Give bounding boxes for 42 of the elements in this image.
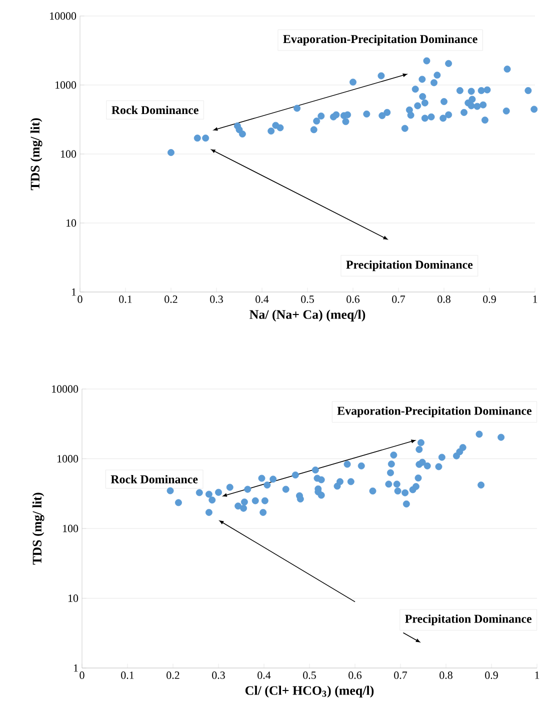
x-tick-label: 0.7	[392, 296, 406, 303]
y-tick-label: 10	[66, 219, 76, 227]
x-tick-label: 0.4	[256, 296, 269, 303]
x-tick-label: 0.4	[258, 672, 271, 679]
y-tick-label: 100	[63, 524, 78, 532]
x-tick-label: 0.7	[394, 672, 408, 679]
y-tick-label: 1	[74, 664, 78, 672]
x-tick-label: 1	[533, 296, 538, 303]
annotation: Rock Dominance	[112, 106, 198, 114]
y-tick-label: 1000	[58, 455, 78, 462]
x-tick-label: 0	[80, 672, 84, 679]
x-tick-label: 0.8	[440, 672, 452, 679]
x-tick-label: 0.6	[346, 296, 360, 303]
x-axis-title: Cl/ (Cl+ HCO$_{3}$) (meq/l)	[245, 686, 374, 698]
y-tick-label: 1	[72, 288, 76, 296]
annotation: Evaporation-Precipitation Dominance	[337, 406, 532, 418]
y-tick-label: 1000	[56, 81, 76, 89]
annotation: Evaporation-Precipitation Dominance	[283, 34, 478, 46]
x-tick-label: 0.2	[166, 672, 180, 679]
x-tick-label: 0.2	[164, 296, 178, 303]
y-tick-label: 10	[68, 594, 78, 602]
annotation: Precipitation Dominance	[346, 260, 473, 272]
annotation: Rock Dominance	[110, 474, 198, 484]
x-tick-label: 1	[535, 672, 540, 679]
x-tick-label: 0.1	[119, 296, 132, 303]
x-axis-title: Na/ (Na+ Ca) (meq/l)	[250, 310, 366, 322]
x-tick-label: 0.8	[438, 296, 450, 303]
y-axis-title: TDS (mg/ lit)	[32, 492, 44, 565]
annotation: Precipitation Dominance	[405, 614, 532, 626]
x-tick-label: 0.9	[485, 672, 498, 679]
x-tick-label: 0.5	[301, 296, 314, 303]
y-axis-title: TDS (mg/ lit)	[30, 118, 42, 190]
x-tick-label: 0.3	[212, 672, 225, 679]
x-tick-label: 0.5	[303, 672, 316, 679]
y-tick-label: 10000	[50, 12, 76, 20]
x-tick-label: 0.3	[210, 296, 223, 303]
x-tick-label: 0.9	[483, 296, 496, 303]
y-tick-label: 10000	[52, 385, 78, 393]
x-tick-label: 0.1	[121, 672, 134, 679]
y-tick-label: 100	[61, 150, 76, 158]
x-tick-label: 0.6	[348, 672, 362, 679]
x-tick-label: 0	[78, 296, 82, 303]
